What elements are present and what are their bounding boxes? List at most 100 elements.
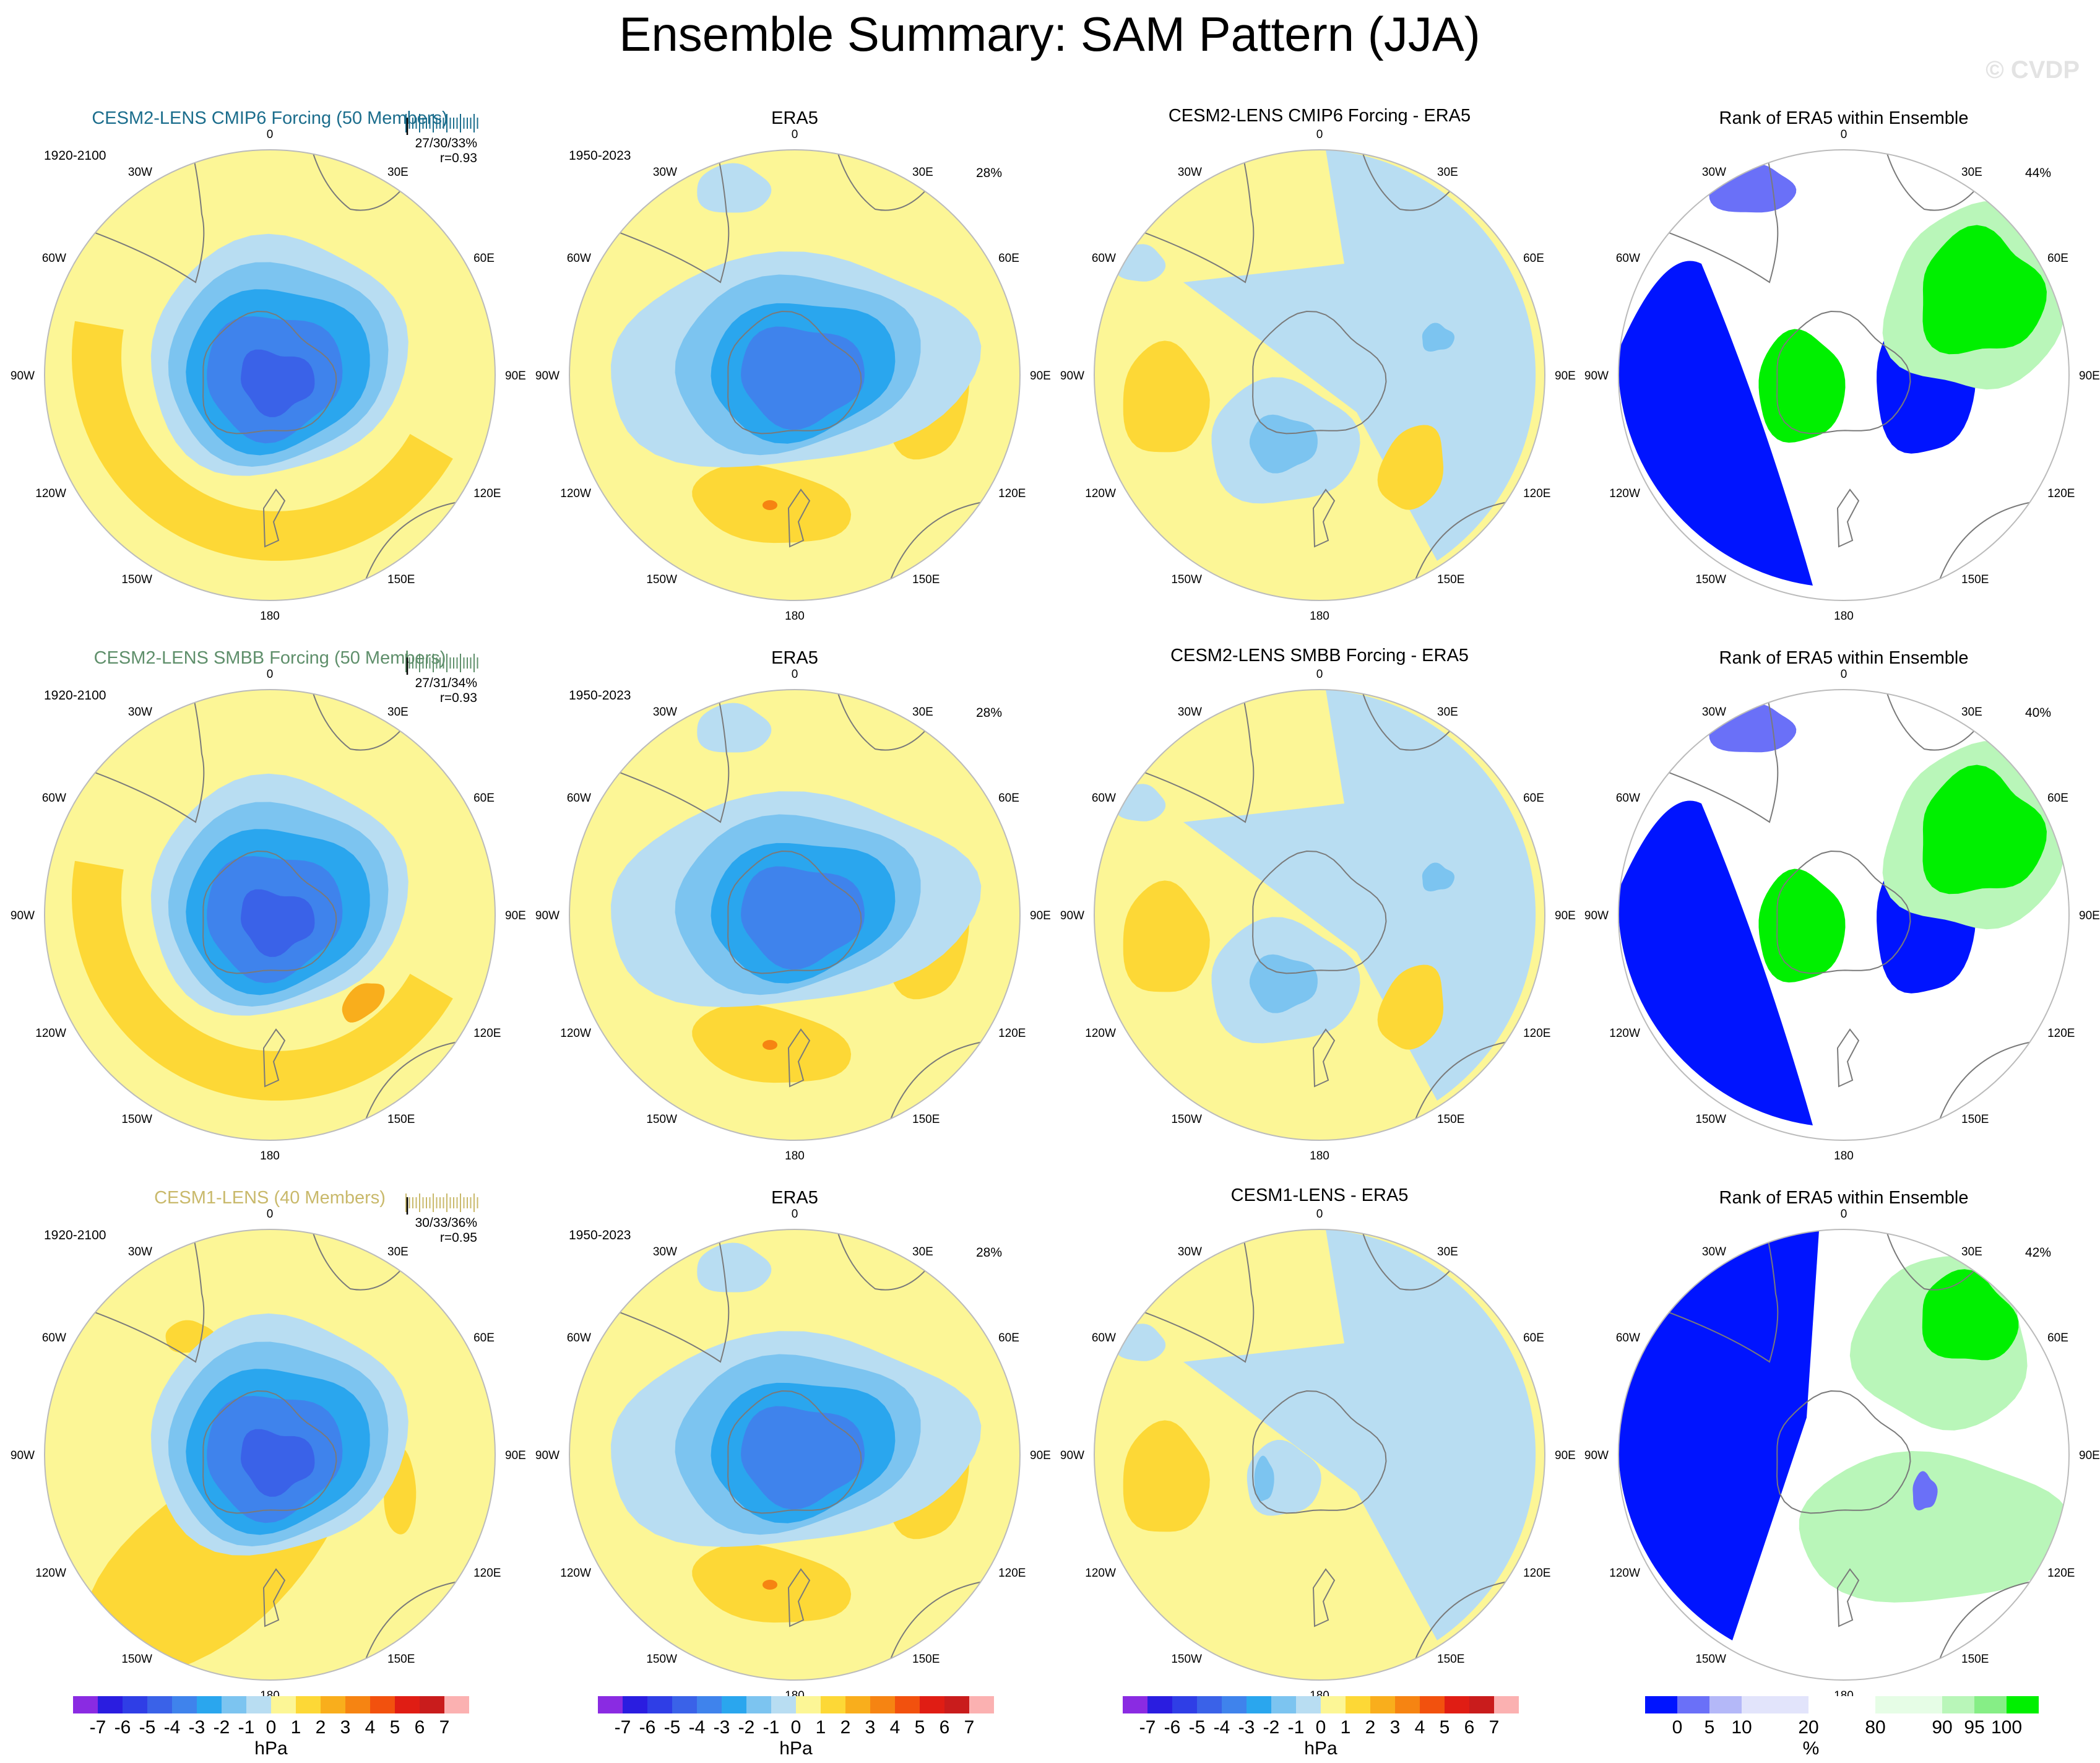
- map-field: [569, 1229, 1020, 1680]
- new-zealand-coastline: [1836, 1028, 1860, 1088]
- longitude-label: 30E: [387, 1245, 408, 1258]
- colorbar-rank: 0 5 10 20 80 90 95 100%: [1645, 1696, 2039, 1759]
- colorbar-tick-label: -1: [763, 1717, 780, 1738]
- new-zealand-coastline: [787, 488, 811, 548]
- colorbar-tick-label: -6: [115, 1717, 131, 1738]
- colorbar-tick-label: -6: [639, 1717, 656, 1738]
- longitude-label: 90E: [505, 370, 526, 383]
- colorbar-swatch: [771, 1696, 796, 1713]
- longitude-label: 60E: [473, 1332, 495, 1345]
- longitude-label: 120E: [2047, 1567, 2075, 1580]
- longitude-label: 90E: [2079, 1449, 2100, 1462]
- longitude-label: 180: [260, 610, 280, 623]
- colorbar-swatch: [1808, 1696, 1875, 1713]
- map-boundary-circle: [44, 149, 496, 601]
- obs-period: 1950-2023: [569, 1228, 631, 1242]
- longitude-label: 90W: [1584, 909, 1609, 922]
- colorbar-tick-label: 0: [791, 1717, 802, 1738]
- colorbar-tick-label: -3: [714, 1717, 730, 1738]
- rank-percent: 44%: [2025, 166, 2051, 180]
- longitude-label: 150E: [1437, 573, 1464, 586]
- longitude-label: 120W: [1085, 487, 1116, 500]
- map-boundary-circle: [1618, 689, 2070, 1141]
- map-field: [1618, 690, 2069, 1140]
- longitude-label: 60W: [1616, 252, 1640, 265]
- colorbar-tick-label: 2: [1365, 1717, 1376, 1738]
- longitude-label: 150E: [1961, 573, 1989, 586]
- longitude-label: 120W: [1609, 1027, 1640, 1040]
- positive-difference-region: [1377, 964, 1444, 1050]
- negative-difference-region: [1183, 1229, 1536, 1640]
- map-boundary-circle: [1094, 149, 1545, 601]
- antarctica-coastline: [727, 310, 862, 435]
- rank-low-core: [1912, 1471, 1938, 1510]
- longitude-label: 90W: [535, 370, 560, 383]
- longitude-label: 30W: [1702, 706, 1726, 719]
- colorbar-swatch: [1172, 1696, 1197, 1713]
- map-panel-model-row2: 0 30E 60E 90E 120E 150E 180 150W 120W 90W 60W 30W CE…: [11, 648, 526, 1163]
- longitude-label: 150W: [121, 573, 152, 586]
- obs-explained-variance: 28%: [976, 1245, 1002, 1260]
- colorbar-tick-label: -1: [1288, 1717, 1305, 1738]
- negative-anomaly-core: [241, 889, 315, 957]
- colorbar-tick-label: 1: [816, 1717, 826, 1738]
- colorbar-unit: hPa: [254, 1738, 288, 1759]
- colorbar-swatch: [420, 1696, 444, 1713]
- longitude-label: 60E: [2047, 252, 2068, 265]
- new-zealand-coastline: [787, 1028, 811, 1088]
- colorbar-tick-label: 6: [415, 1717, 425, 1738]
- longitude-label: 120E: [998, 1567, 1026, 1580]
- longitude-label: 120E: [998, 487, 1026, 500]
- longitude-label: 120E: [998, 1027, 1026, 1040]
- longitude-label: 90E: [1555, 370, 1576, 383]
- longitude-label: 90W: [1060, 909, 1084, 922]
- colorbar-tick-label: 4: [1415, 1717, 1425, 1738]
- longitude-label: 150E: [387, 573, 415, 586]
- longitude-label: 90W: [1060, 1449, 1084, 1462]
- antarctica-coastline: [727, 850, 862, 974]
- obs-explained-variance: 28%: [976, 166, 1002, 180]
- colorbar-swatch: [1677, 1696, 1709, 1713]
- map-panel-model-row1: 0 30E 60E 90E 120E 150E 180 150W 120W 90W 60W 30W CE…: [11, 108, 526, 623]
- antarctica-coastline: [727, 1390, 862, 1514]
- longitude-label: 0: [267, 128, 274, 141]
- colorbar-tick-label: -5: [1189, 1717, 1206, 1738]
- longitude-label: 60W: [42, 252, 66, 265]
- negative-anomaly-core: [241, 1429, 315, 1497]
- colorbar-tick-label: 7: [439, 1717, 450, 1738]
- colorbar-tick-label: 0: [1672, 1717, 1683, 1738]
- rank-percent: 42%: [2025, 1245, 2051, 1260]
- new-zealand-coastline: [787, 1568, 811, 1627]
- longitude-label: 30W: [1178, 166, 1202, 179]
- colorbar-swatch: [147, 1696, 172, 1713]
- panel-title-obs: ERA5: [771, 648, 818, 668]
- longitude-label: 30E: [912, 706, 933, 719]
- antarctica-coastline: [202, 310, 337, 435]
- colorbar-tick-label: 20: [1798, 1717, 1818, 1738]
- colorbar-swatch: [1197, 1696, 1222, 1713]
- map-boundary-circle: [1618, 149, 2070, 601]
- colorbar-tick-label: 100: [1991, 1717, 2022, 1738]
- longitude-label: 30E: [1437, 706, 1458, 719]
- antarctica-coastline: [1776, 1390, 1911, 1514]
- longitude-label: 30E: [912, 1245, 933, 1258]
- panel-title-rank: Rank of ERA5 within Ensemble: [1719, 108, 1969, 128]
- longitude-label: 180: [1310, 610, 1329, 623]
- panel-title-obs: ERA5: [771, 108, 818, 128]
- colorbar-tick-label: 2: [840, 1717, 851, 1738]
- colorbar-swatch: [1875, 1696, 1942, 1713]
- longitude-label: 90E: [2079, 370, 2100, 383]
- longitude-label: 90W: [535, 909, 560, 922]
- colorbar-swatch: [672, 1696, 697, 1713]
- positive-difference-region: [1377, 425, 1444, 510]
- longitude-label: 150W: [1171, 1113, 1202, 1126]
- colorbar-unit: hPa: [1304, 1738, 1337, 1759]
- longitude-label: 120E: [473, 487, 501, 500]
- longitude-label: 180: [1834, 1150, 1854, 1163]
- colorbar-tick-label: -1: [238, 1717, 255, 1738]
- obs-period: 1950-2023: [569, 688, 631, 703]
- map-panel-diff-row2: 0 30E 60E 90E 120E 150E 180 150W 120W 90W 60W 30W CE…: [1060, 646, 1576, 1163]
- longitude-label: 150W: [1171, 1653, 1202, 1666]
- panel-title-difference: CESM2-LENS CMIP6 Forcing - ERA5: [1169, 106, 1471, 126]
- longitude-label: 90E: [1555, 909, 1576, 922]
